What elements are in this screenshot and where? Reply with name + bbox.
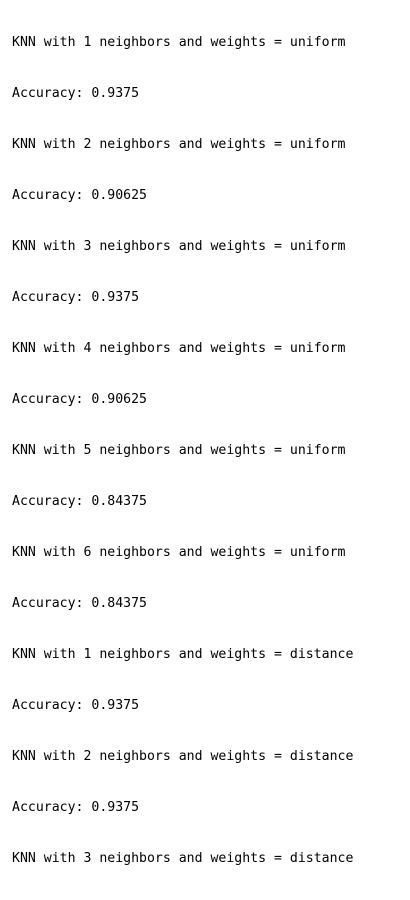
output-line-knn-6-uniform: KNN with 6 neighbors and weights = unifo… [12, 545, 346, 560]
output-line-knn-2-distance: KNN with 2 neighbors and weights = dista… [12, 749, 354, 764]
output-line-accuracy: Accuracy: 0.90625 [12, 188, 147, 203]
terminal-output: KNN with 1 neighbors and weights = unifo… [12, 0, 353, 900]
output-line-knn-2-uniform: KNN with 2 neighbors and weights = unifo… [12, 137, 346, 152]
output-line-knn-1-distance: KNN with 1 neighbors and weights = dista… [12, 647, 354, 662]
output-line-knn-3-distance: KNN with 3 neighbors and weights = dista… [12, 851, 354, 866]
output-line-accuracy: Accuracy: 0.9375 [12, 86, 140, 101]
output-line-knn-5-uniform: KNN with 5 neighbors and weights = unifo… [12, 443, 346, 458]
output-line-accuracy: Accuracy: 0.84375 [12, 494, 147, 509]
output-line-accuracy: Accuracy: 0.84375 [12, 596, 147, 611]
output-line-accuracy: Accuracy: 0.9375 [12, 290, 140, 305]
output-line-accuracy: Accuracy: 0.9375 [12, 800, 140, 815]
output-line-knn-4-uniform: KNN with 4 neighbors and weights = unifo… [12, 341, 346, 356]
output-line-accuracy: Accuracy: 0.9375 [12, 698, 140, 713]
output-line-knn-1-uniform: KNN with 1 neighbors and weights = unifo… [12, 35, 346, 50]
output-line-knn-3-uniform: KNN with 3 neighbors and weights = unifo… [12, 239, 346, 254]
output-line-accuracy: Accuracy: 0.90625 [12, 392, 147, 407]
